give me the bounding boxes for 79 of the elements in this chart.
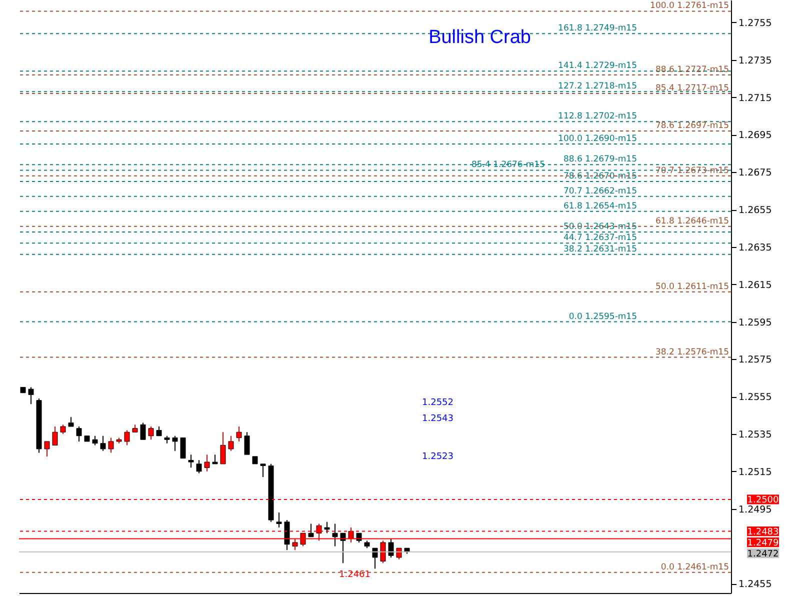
ref-line-label: 85.4 1.2676-m15 bbox=[471, 160, 545, 170]
annotation: 1.2552 bbox=[422, 398, 454, 408]
ref-line-label: 161.8 1.2749-m15 bbox=[558, 24, 637, 34]
ref-line-label: 100.0 1.2761-m15 bbox=[650, 1, 729, 12]
candlestick bbox=[212, 454, 218, 464]
candlestick bbox=[156, 426, 162, 436]
y-tick-label: 1.2455 bbox=[738, 579, 772, 590]
ref-line-label: 50.0 1.2643-m15 bbox=[563, 222, 637, 232]
candlestick bbox=[244, 432, 250, 456]
y-tick-label: 1.2675 bbox=[738, 168, 772, 179]
y-tick-label: 1.2595 bbox=[738, 317, 772, 328]
candlestick bbox=[204, 454, 210, 472]
ref-line-label: 70.7 1.2673-m15 bbox=[655, 166, 729, 176]
candlestick bbox=[180, 437, 186, 459]
ref-line-label: 0.0 1.2461-m15 bbox=[660, 562, 729, 572]
candlestick bbox=[68, 416, 74, 428]
candlestick bbox=[276, 512, 282, 528]
candlestick bbox=[92, 435, 98, 446]
ref-line-label: 1.2479 bbox=[747, 538, 780, 548]
ref-line-label: 1.2472 bbox=[747, 549, 779, 560]
ref-line-label: 38.2 1.2576-m15 bbox=[655, 347, 729, 358]
candlestick bbox=[100, 435, 106, 452]
candlestick bbox=[228, 435, 234, 452]
ref-line-label: 100.0 1.2690-m15 bbox=[558, 134, 637, 144]
y-tick-label: 1.2515 bbox=[738, 466, 772, 478]
ref-line-label: 141.4 1.2729-m15 bbox=[558, 61, 637, 72]
ref-line-label: 127.2 1.2718-m15 bbox=[558, 82, 637, 92]
candlestick bbox=[196, 460, 202, 474]
candlestick bbox=[148, 426, 154, 440]
y-tick-label: 1.2615 bbox=[738, 280, 772, 291]
candlestick bbox=[372, 548, 378, 570]
candlestick bbox=[220, 432, 226, 464]
y-tick-label: 1.2715 bbox=[738, 92, 772, 104]
y-tick-label: 1.2535 bbox=[738, 429, 772, 440]
candlestick bbox=[124, 430, 130, 446]
candlestick bbox=[188, 454, 194, 468]
candlestick bbox=[388, 538, 394, 558]
ref-line-label: 85.4 1.2717-m15 bbox=[655, 84, 729, 94]
ref-line-label: 0.0 1.2595-m15 bbox=[568, 312, 637, 322]
ref-line-label: 88.6 1.2679-m15 bbox=[563, 154, 637, 165]
y-tick-label: 1.2635 bbox=[738, 242, 772, 254]
ref-line-label: 61.8 1.2654-m15 bbox=[563, 201, 637, 212]
y-tick-label: 1.2495 bbox=[738, 504, 772, 516]
candlestick bbox=[340, 532, 346, 564]
candlestick bbox=[332, 523, 338, 547]
y-tick-label: 1.2735 bbox=[738, 55, 772, 66]
y-tick-label: 1.2555 bbox=[738, 392, 772, 404]
candlestick bbox=[172, 435, 178, 452]
ref-line-label: 44.7 1.2637-m15 bbox=[563, 233, 637, 244]
candlestick bbox=[108, 437, 114, 454]
candlestick bbox=[28, 386, 34, 405]
candlestick bbox=[236, 426, 242, 442]
ref-line-label: 38.2 1.2631-m15 bbox=[563, 244, 637, 254]
annotation: 1.2543 bbox=[422, 414, 454, 424]
ref-line-label: 78.6 1.2697-m15 bbox=[655, 120, 729, 131]
candlestick bbox=[324, 521, 330, 534]
ref-line-label: 112.8 1.2702-m15 bbox=[558, 112, 637, 122]
ref-line-label: 88.6 1.2727-m15 bbox=[655, 64, 729, 75]
candlestick bbox=[260, 463, 266, 478]
y-tick-label: 1.2695 bbox=[738, 130, 772, 142]
candlestick bbox=[76, 426, 82, 442]
candlestick bbox=[284, 520, 290, 550]
y-tick-label: 1.2575 bbox=[738, 354, 772, 366]
candlestick bbox=[308, 523, 314, 538]
annotation: 1.2461 bbox=[339, 570, 370, 580]
candlestick bbox=[60, 424, 66, 434]
ref-line-label: 1.2483 bbox=[747, 527, 779, 538]
candlestick bbox=[52, 426, 58, 446]
y-tick-label: 1.2755 bbox=[738, 18, 772, 29]
ref-line-label: 50.0 1.2611-m15 bbox=[655, 282, 729, 292]
candlestick bbox=[44, 440, 50, 457]
ref-line-label: 61.8 1.2646-m15 bbox=[655, 216, 729, 226]
ref-line-label: 78.6 1.2670-m15 bbox=[563, 171, 637, 182]
annotation: 1.2523 bbox=[422, 452, 454, 462]
ref-line-label: 1.2500 bbox=[747, 495, 780, 506]
candlestick bbox=[140, 422, 146, 440]
text: Bullish Crab bbox=[428, 27, 531, 48]
ref-line-label: 70.7 1.2662-m15 bbox=[563, 186, 637, 196]
y-tick-label: 1.2655 bbox=[738, 205, 772, 216]
